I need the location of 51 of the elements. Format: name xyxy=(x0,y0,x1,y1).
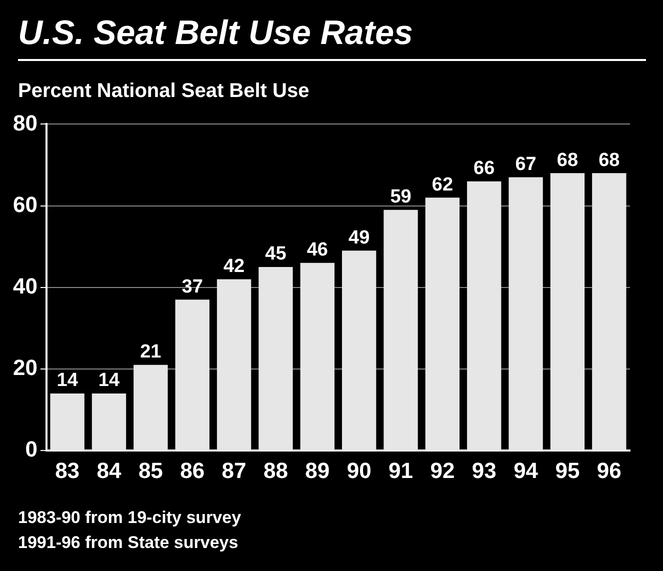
x-tick-label: 94 xyxy=(514,458,539,483)
x-tick-label: 85 xyxy=(138,458,163,483)
bar xyxy=(425,198,460,450)
bar xyxy=(300,262,334,450)
data-label: 68 xyxy=(556,150,578,171)
y-tick-label: 0 xyxy=(25,436,38,462)
text: 1991-96 from State surveys xyxy=(18,532,240,554)
bar xyxy=(92,393,126,450)
x-tick-label: 83 xyxy=(55,458,80,483)
data-label: 14 xyxy=(56,370,78,392)
data-label: 59 xyxy=(390,186,412,208)
bar xyxy=(592,173,626,450)
chart-subtitle: Percent National Seat Belt Use xyxy=(18,80,310,103)
x-tick-label: 84 xyxy=(96,458,122,483)
data-label: 66 xyxy=(474,158,495,180)
data-label: 42 xyxy=(223,256,245,277)
bar xyxy=(508,177,543,450)
x-tick-label: 92 xyxy=(430,458,455,483)
bar xyxy=(175,300,210,450)
x-tick-label: 87 xyxy=(222,458,246,483)
data-label: 21 xyxy=(140,342,162,363)
bar xyxy=(550,173,585,450)
x-tick-label: 91 xyxy=(388,458,413,483)
bar xyxy=(216,279,252,450)
x-tick-label: 88 xyxy=(263,458,288,483)
x-tick-label: 93 xyxy=(472,458,496,483)
data-label: 68 xyxy=(598,150,620,171)
x-tick-label: 86 xyxy=(180,458,205,483)
x-tick-label: 95 xyxy=(555,458,580,483)
data-label: 67 xyxy=(515,154,536,175)
y-tick-label: 60 xyxy=(12,192,38,217)
text: 1983-90 from 19-city survey xyxy=(18,507,242,529)
data-label: 14 xyxy=(98,370,120,392)
x-tick-label: 90 xyxy=(346,458,372,483)
bar xyxy=(342,250,376,450)
y-tick-label: 20 xyxy=(12,355,38,380)
bar xyxy=(50,393,84,450)
x-tick-label: 96 xyxy=(596,458,622,483)
chart-title: U.S. Seat Belt Use Rates xyxy=(18,14,646,61)
data-label: 45 xyxy=(265,244,287,265)
y-tick-label: 40 xyxy=(12,273,38,298)
bar xyxy=(384,210,418,450)
data-label: 37 xyxy=(182,276,203,298)
data-label: 62 xyxy=(432,174,454,196)
data-label: 46 xyxy=(306,240,328,261)
bar xyxy=(134,364,168,450)
y-tick-label: 80 xyxy=(12,110,38,136)
bar xyxy=(467,181,502,450)
data-label: 49 xyxy=(348,227,370,248)
bar xyxy=(258,267,293,450)
x-tick-label: 89 xyxy=(305,458,330,483)
